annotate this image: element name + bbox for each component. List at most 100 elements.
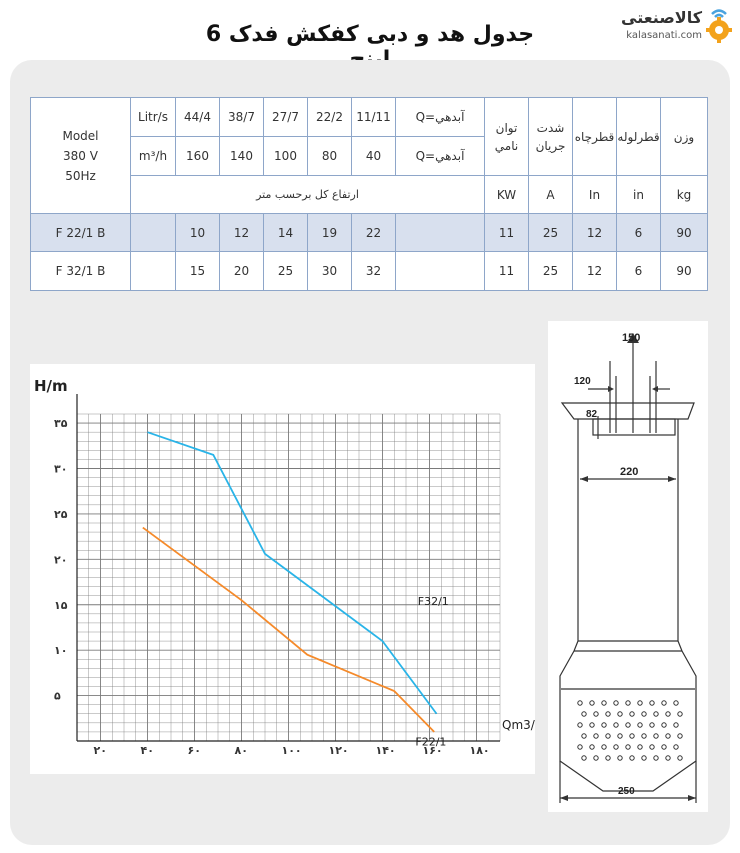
intake-hole xyxy=(629,733,635,739)
spec-cell: 12 xyxy=(572,251,617,291)
head-cell: 15 xyxy=(175,251,220,291)
intake-hole xyxy=(593,733,599,739)
head-note: ارتفاع کل برحسب متر xyxy=(130,175,485,214)
intake-hole xyxy=(605,733,611,739)
spec-unit: A xyxy=(528,175,573,214)
table-row: F 22/1 B 10 12 14 19 22 11 25 12 6 90 xyxy=(30,213,708,252)
head-cell: 30 xyxy=(307,251,352,291)
y-tick-label: ۲۵ xyxy=(54,508,68,521)
x-tick-label: ۱۴۰ xyxy=(376,744,396,757)
x-tick-label: ۱۶۰ xyxy=(423,744,443,757)
y-tick-label: ۲۰ xyxy=(54,553,67,566)
intake-hole xyxy=(577,700,583,706)
spec-table: Model 380 V 50Hz Litr/s 44/4 38/7 27/7 2… xyxy=(30,97,708,291)
x-tick-label: ۱۸۰ xyxy=(470,744,490,757)
flow-cell: 22/2 xyxy=(307,97,352,137)
intake-hole xyxy=(653,755,659,761)
chart-ticks: ۲۰ ۴۰ ۶۰ ۸۰ ۱۰۰ ۱۲۰ ۱۴۰ ۱۶۰ ۱۸۰ ۵ ۱۰ ۱۵ ۲۰ ۲۵ ۳۰ ۳۵ xyxy=(54,417,490,757)
intake-hole xyxy=(661,744,667,750)
intake-hole xyxy=(641,755,647,761)
spec-header: توان نامي xyxy=(484,97,529,176)
spec-header: شدت جريان xyxy=(528,97,573,176)
intake-hole xyxy=(661,722,667,728)
series-line-f32-1 xyxy=(147,431,438,715)
chart-grid xyxy=(76,413,501,742)
head-cell: 10 xyxy=(175,213,220,252)
intake-hole xyxy=(625,722,631,728)
intake-hole xyxy=(617,755,623,761)
spec-cell: 25 xyxy=(528,213,573,252)
spec-header: قطرلوله xyxy=(616,97,661,176)
flow-cell: 27/7 xyxy=(263,97,308,137)
brand-url: kalasanati.com xyxy=(626,30,702,41)
intake-hole xyxy=(653,711,659,717)
spec-unit: kg xyxy=(660,175,708,214)
unit-cell: Litr/s xyxy=(130,97,176,137)
intake-hole xyxy=(613,744,619,750)
gear-wifi-icon xyxy=(706,9,732,43)
intake-hole xyxy=(589,722,595,728)
dim-top: 150 xyxy=(622,332,640,344)
intake-hole xyxy=(673,744,679,750)
intake-hole xyxy=(677,711,683,717)
x-tick-label: ۲۰ xyxy=(94,744,107,757)
spec-cell: 11 xyxy=(484,251,529,291)
intake-hole xyxy=(673,722,679,728)
chart-lines: F32/1 F22/1 xyxy=(142,431,449,749)
intake-hole xyxy=(581,711,587,717)
spec-header: وزن xyxy=(660,97,708,176)
voltage-label: 380 V xyxy=(63,148,98,163)
intake-hole xyxy=(589,744,595,750)
y-tick-label: ۱۵ xyxy=(54,599,68,612)
intake-hole xyxy=(637,700,643,706)
intake-hole xyxy=(649,700,655,706)
x-axis-label: Qm3/h xyxy=(502,718,535,732)
intake-hole xyxy=(601,722,607,728)
brand-logo[interactable]: کالاصنعتی kalasanati.com xyxy=(612,6,736,46)
spec-cell: 11 xyxy=(484,213,529,252)
intake-hole xyxy=(601,700,607,706)
intake-hole xyxy=(673,700,679,706)
intake-hole xyxy=(629,711,635,717)
y-tick-label: ۵ xyxy=(54,690,61,703)
dim-flange: 82 xyxy=(586,409,598,420)
y-tick-label: ۳۵ xyxy=(54,417,68,430)
intake-hole xyxy=(593,755,599,761)
series-line-f22-1 xyxy=(142,526,435,733)
head-flow-chart: ۲۰ ۴۰ ۶۰ ۸۰ ۱۰۰ ۱۲۰ ۱۴۰ ۱۶۰ ۱۸۰ ۵ ۱۰ ۱۵ ۲۰ ۲۵ ۳۰ ۳۵ F32… xyxy=(30,364,542,774)
spec-header: قطرچاه xyxy=(572,97,617,176)
head-cell: 14 xyxy=(263,213,308,252)
x-tick-label: ۶۰ xyxy=(188,744,201,757)
intake-hole xyxy=(617,711,623,717)
spec-cell: 12 xyxy=(572,213,617,252)
flow-label: آبدهي=Q xyxy=(395,97,485,137)
empty-cell xyxy=(130,213,176,252)
intake-hole xyxy=(589,700,595,706)
dim-outlet: 120 xyxy=(574,376,591,387)
head-cell: 20 xyxy=(219,251,264,291)
intake-hole xyxy=(641,733,647,739)
flow-cell: 40 xyxy=(351,136,396,176)
y-tick-label: ۳۰ xyxy=(54,463,67,476)
intake-hole xyxy=(677,733,683,739)
intake-hole xyxy=(653,733,659,739)
flow-label: آبدهي=Q xyxy=(395,136,485,176)
series-label: F32/1 xyxy=(418,595,449,608)
intake-hole xyxy=(605,755,611,761)
intake-hole xyxy=(581,733,587,739)
spec-cell: 25 xyxy=(528,251,573,291)
y-axis-label: H/m xyxy=(34,377,68,395)
empty-cell xyxy=(130,251,176,291)
model-label: Model xyxy=(62,128,99,143)
intake-hole xyxy=(649,722,655,728)
spec-unit: in xyxy=(616,175,661,214)
brand-name: کالاصنعتی xyxy=(621,8,702,27)
flow-cell: 38/7 xyxy=(219,97,264,137)
spec-cell: 6 xyxy=(616,213,661,252)
flow-cell: 100 xyxy=(263,136,308,176)
x-tick-label: ۱۲۰ xyxy=(329,744,349,757)
head-cell: 22 xyxy=(351,213,396,252)
intake-hole xyxy=(665,733,671,739)
intake-hole xyxy=(581,755,587,761)
spec-unit: KW xyxy=(484,175,529,214)
